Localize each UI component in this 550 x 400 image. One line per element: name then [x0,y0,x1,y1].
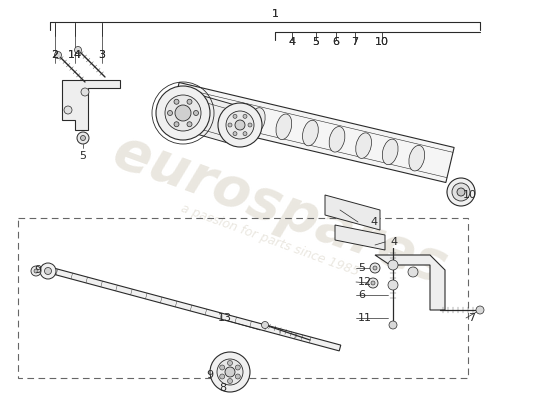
Circle shape [389,321,397,329]
Text: 4: 4 [288,37,295,47]
Text: 5: 5 [358,263,365,273]
Circle shape [210,352,250,392]
Text: 14: 14 [68,50,82,60]
Circle shape [368,278,378,288]
Circle shape [31,266,41,276]
Circle shape [74,46,81,54]
Text: 14: 14 [68,50,82,60]
Text: 6: 6 [333,37,339,47]
Text: 3: 3 [98,50,106,60]
Circle shape [40,263,56,279]
Polygon shape [62,80,120,130]
Ellipse shape [329,126,345,152]
Text: 4: 4 [370,217,377,227]
Circle shape [64,106,72,114]
Circle shape [174,122,179,127]
Text: 7: 7 [351,37,359,47]
Circle shape [373,266,377,270]
Text: 12: 12 [358,277,372,287]
Circle shape [194,110,199,116]
Text: 7: 7 [468,313,475,323]
Circle shape [217,359,243,385]
Circle shape [219,374,225,379]
Circle shape [228,378,233,384]
Circle shape [34,269,38,273]
Circle shape [370,263,380,273]
Text: 9: 9 [206,370,213,380]
Ellipse shape [356,133,371,158]
Ellipse shape [249,108,265,133]
Circle shape [219,365,225,370]
Text: 9: 9 [35,265,42,275]
Text: 6: 6 [333,37,339,47]
Text: 13: 13 [218,313,232,323]
Ellipse shape [276,114,292,140]
Text: 8: 8 [219,383,227,393]
Circle shape [81,88,89,96]
Text: 4: 4 [288,37,295,47]
Text: 1: 1 [272,9,278,19]
Text: 2: 2 [52,50,58,60]
Text: 10: 10 [375,37,389,47]
Circle shape [228,123,232,127]
Circle shape [388,260,398,270]
Circle shape [187,122,192,127]
Circle shape [248,123,252,127]
Circle shape [156,86,210,140]
Circle shape [452,183,470,201]
Circle shape [447,178,475,206]
Circle shape [174,99,179,104]
Ellipse shape [382,139,398,165]
Circle shape [243,114,247,118]
Polygon shape [335,225,385,250]
Circle shape [388,280,398,290]
Text: a passion for parts since 1985: a passion for parts since 1985 [179,202,361,278]
Circle shape [476,306,484,314]
Text: 1: 1 [272,9,278,19]
Text: 10: 10 [375,37,389,47]
Polygon shape [41,265,341,351]
Circle shape [235,365,240,370]
Text: 6: 6 [358,290,365,300]
Polygon shape [375,255,445,310]
Circle shape [77,132,89,144]
Circle shape [408,267,418,277]
Circle shape [80,136,85,140]
Circle shape [243,132,247,136]
Polygon shape [171,82,454,182]
Bar [18,218,468,378]
Text: 7: 7 [351,37,359,47]
Circle shape [165,95,201,131]
Circle shape [261,322,268,328]
Text: 5: 5 [80,151,86,161]
Ellipse shape [302,120,318,146]
Circle shape [45,268,52,274]
Text: 11: 11 [358,313,372,323]
Text: 5: 5 [312,37,320,47]
Text: 5: 5 [312,37,320,47]
Circle shape [187,99,192,104]
Circle shape [226,111,254,139]
Circle shape [175,105,191,121]
Circle shape [233,132,237,136]
Text: 4: 4 [390,237,397,247]
Circle shape [168,110,173,116]
Text: 3: 3 [98,50,106,60]
Text: 10: 10 [463,190,477,200]
Polygon shape [325,195,380,230]
Circle shape [235,120,245,130]
Ellipse shape [409,146,425,171]
Circle shape [457,188,465,196]
Circle shape [233,114,237,118]
Polygon shape [193,93,235,145]
Circle shape [228,360,233,366]
Text: 2: 2 [52,50,58,60]
Circle shape [235,374,240,379]
Circle shape [371,281,375,285]
Circle shape [54,52,62,58]
Text: eurospares: eurospares [106,125,454,295]
Circle shape [225,367,235,377]
Circle shape [218,103,262,147]
